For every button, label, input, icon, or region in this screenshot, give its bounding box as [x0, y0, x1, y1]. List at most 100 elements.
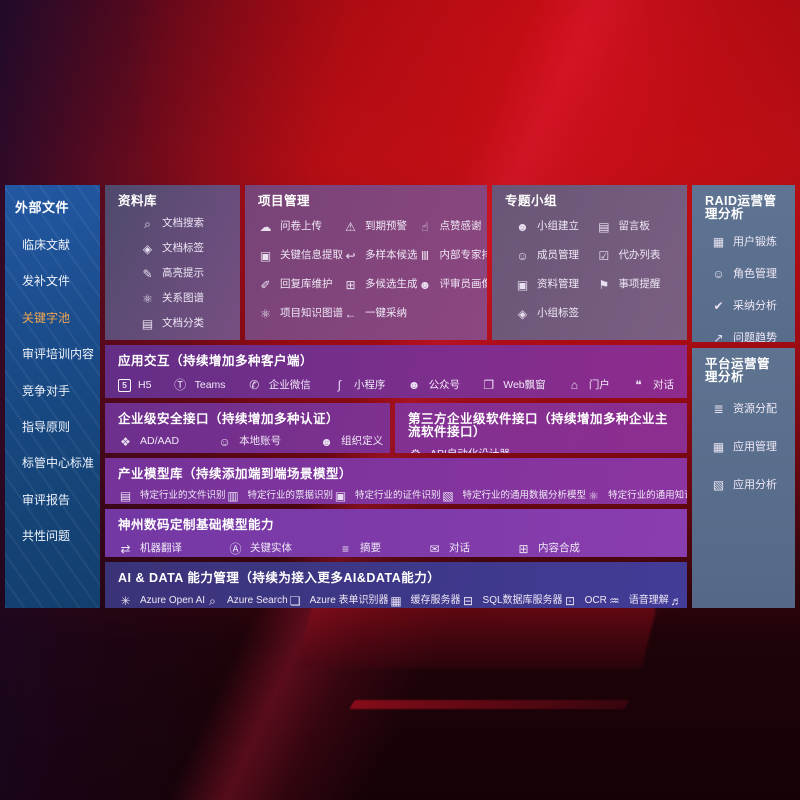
model-item: ▥ 特定行业的票据识别 — [226, 488, 333, 503]
analysis-item: ☺ 角色管理 — [711, 268, 782, 280]
feature-item: ⊞ 多候选生成 — [343, 277, 417, 292]
item-label: 缓存服务器 — [410, 594, 461, 606]
third-party-items: ⚙ API自动化设计器 — [408, 448, 674, 453]
client-item: Ⓣ Teams — [173, 378, 225, 392]
external-file-item: 发补文件 — [22, 274, 100, 288]
item-label: 资源分配 — [733, 402, 777, 415]
ad-aad-icon: ❖ — [120, 434, 131, 449]
group-tag-icon: ◈ — [517, 306, 528, 321]
analysis-item: ✔ 采纳分析 — [711, 300, 782, 312]
local-account-icon: ☺ — [218, 434, 231, 449]
doc-tag-icon: ◈ — [142, 241, 153, 256]
feature-item: ☝ 点赞感谢 — [418, 221, 488, 233]
item-label: OCR — [584, 594, 607, 606]
industry-model-items: ▤ 特定行业的文件识别 ▥ 特定行业的票据识别 ▣ 特定行业的证件识别 ▧ 特定… — [118, 488, 687, 503]
multi-generate-icon: ⊞ — [345, 277, 356, 292]
item-label: Web飘窗 — [503, 378, 546, 391]
auth-item: ☺ 本地账号 — [217, 436, 281, 448]
item-label: 特定行业的文件识别 — [140, 489, 226, 501]
auth-item: ☻ 组织定义 — [319, 436, 383, 448]
item-label: 公众号 — [428, 378, 461, 391]
relation-graph-icon: ⚛ — [142, 291, 153, 306]
third-party-interface-title: 第三方企业级软件接口（持续增加多种企业主流软件接口） — [408, 412, 669, 439]
ai-data-items: ✳ Azure Open AI ⌕ Azure Search ❏ Azure 表… — [118, 594, 682, 607]
item-label: SQL数据库服务器 — [482, 594, 563, 606]
capability-item: ✉ 对话 — [427, 543, 470, 555]
capability-item: ⇄ 机器翻译 — [118, 543, 182, 555]
platform-analysis-items: ≣ 资源分配 ▦ 应用管理 ▧ 应用分析 — [711, 403, 782, 491]
base-model-panel: 神州数码定制基础模型能力 ⇄ 机器翻译 Ⓐ 关键实体 ≡ 摘要 ✉ 对话 — [105, 509, 687, 557]
service-item: ❏ Azure 表单识别器 — [288, 595, 389, 607]
chat-icon: ❝ — [635, 378, 642, 392]
capability-item: Ⓐ 关键实体 — [228, 543, 292, 555]
item-label: 采纳分析 — [733, 299, 777, 312]
platform-analysis-title: 平台运营管理分析 — [705, 357, 771, 384]
raid-analysis-items: ▦ 用户锻炼 ☺ 角色管理 ✔ 采纳分析 ↗ 问题趋势 — [711, 236, 782, 342]
service-item: ♒ 语音理解 — [607, 595, 669, 607]
group-create-icon: ☻ — [516, 219, 529, 234]
item-label: 问卷上传 — [280, 220, 322, 233]
item-label: 临床文献 — [22, 238, 71, 252]
doc-classify-icon: ▤ — [141, 316, 154, 331]
item-label: 小组建立 — [537, 220, 579, 233]
role-manage-icon: ☺ — [712, 267, 725, 281]
item-label: 共性问题 — [22, 529, 71, 543]
client-item: ❝ 对话 — [631, 379, 674, 391]
item-label: 门户 — [588, 378, 610, 391]
capability-item: ⊞ 内容合成 — [516, 543, 580, 555]
third-party-interface-panel: 第三方企业级软件接口（持续增加多种企业主流软件接口） ⚙ API自动化设计器 — [395, 403, 687, 453]
item-label: 项目知识图谱 — [280, 307, 343, 320]
app-interaction-panel: 应用交互（持续增加多种客户端） 5 H5 Ⓣ Teams ✆ 企业微信 ∫ 小程… — [105, 345, 687, 398]
item-label: 指导原则 — [22, 419, 71, 434]
item-label: Azure Open AI — [140, 594, 206, 606]
service-item: ⊡ OCR — [563, 595, 607, 607]
item-label: 关键字池 — [22, 310, 71, 325]
item-label: 事项提醒 — [618, 278, 661, 291]
feature-item: ✎ 高亮提示 — [140, 268, 227, 280]
item-label: 一键采纳 — [365, 307, 407, 320]
item-label: 用户锻炼 — [733, 235, 777, 248]
item-label: 多样本候选 — [365, 249, 418, 262]
teams-icon: Ⓣ — [174, 378, 187, 392]
client-item: ✆ 企业微信 — [247, 379, 311, 391]
item-label: 审评培训内容 — [22, 347, 95, 362]
feature-item: ☑ 代办列表 — [596, 250, 674, 262]
feature-item: ⚑ 事项提醒 — [596, 279, 674, 291]
external-files-list: 临床文献 发补文件 关键字池 审评培训内容 竞争对手 指导原则 标管中心标准 — [15, 238, 100, 543]
item-label: API自动化设计器 — [430, 449, 510, 453]
invoice-recog-icon: ▥ — [227, 488, 239, 503]
content-compose-icon: ⊞ — [518, 541, 529, 556]
item-label: Azure 表单识别器 — [309, 594, 389, 606]
item-label: 留言板 — [618, 220, 650, 233]
feature-item: ▤ 留言板 — [596, 221, 674, 233]
external-file-item: 共性问题 — [22, 529, 100, 543]
item-label: 内部专家排名 — [439, 249, 488, 262]
item-label: 对话 — [449, 542, 470, 555]
todo-list-icon: ☑ — [598, 248, 610, 263]
project-management-items: ☁ 问卷上传 ⚠ 到期预警 ☝ 点赞感谢 ▣ 关键信息提取 ↩ 多样本候选 — [258, 220, 488, 320]
feature-item: ✐ 回复库维护 — [258, 279, 343, 291]
item-label: 评审员画像 — [439, 278, 488, 291]
base-model-title: 神州数码定制基础模型能力 — [118, 518, 275, 532]
service-item: ▦ 缓存服务器 — [389, 594, 461, 607]
feature-item: ⚛ 项目知识图谱 — [258, 308, 343, 320]
feature-item: ☻ 评审员画像 — [418, 278, 488, 291]
item-label: 机器翻译 — [140, 542, 182, 555]
doc-search-icon: ⌕ — [144, 216, 151, 231]
security-interface-items: ❖ AD/AAD ☺ 本地账号 ☻ 组织定义 — [118, 434, 383, 449]
multi-sample-icon: ↩ — [345, 248, 356, 263]
wechat-work-icon: ✆ — [249, 378, 260, 392]
reply-maintain-icon: ✐ — [260, 277, 271, 292]
issue-trend-icon: ↗ — [713, 331, 724, 342]
topic-groups-items: ☻ 小组建立 ▤ 留言板 ☺ 成员管理 ☑ 代办列表 ▣ 资料管理 — [515, 221, 674, 320]
item-label: 关键信息提取 — [280, 249, 343, 262]
service-item: ⌕ Azure Search — [205, 595, 287, 607]
speech-icon: ♒ — [608, 593, 620, 608]
ai-data-title: AI & DATA 能力管理（持续为接入更多AI&DATA能力） — [118, 571, 441, 585]
library-items: ⌕ 文档搜索 ◈ 文档标签 ✎ 高亮提示 ⚛ 关系图谱 ▤ 文档分类 — [140, 218, 227, 330]
item-label: 特定行业的通用知识图谱模型 — [608, 489, 687, 501]
item-label: 审评报告 — [22, 492, 71, 507]
app-interaction-items: 5 H5 Ⓣ Teams ✆ 企业微信 ∫ 小程序 ☻ 公众号 — [118, 378, 674, 392]
item-label: 文档搜索 — [162, 217, 204, 230]
